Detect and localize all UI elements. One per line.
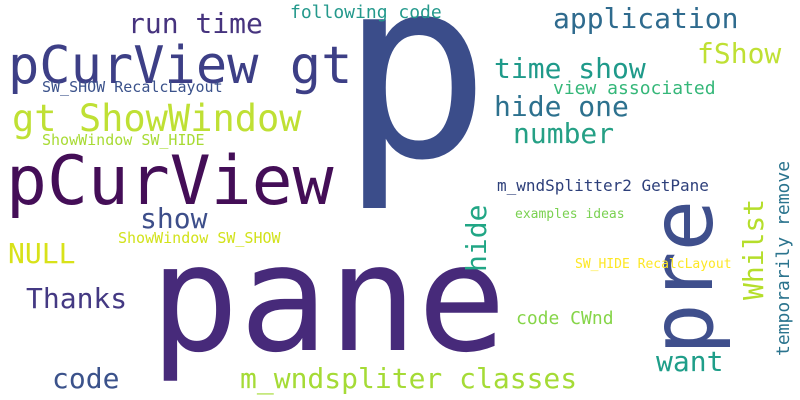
word-pane: pane (150, 213, 507, 385)
word-showwindow-sw-hide: ShowWindow SW_HIDE (42, 131, 205, 149)
word-null: NULL (8, 237, 76, 270)
word-want: want (656, 345, 724, 378)
word-thanks: Thanks (26, 282, 128, 315)
word-pre: pre (633, 199, 733, 355)
word-code: code (52, 362, 120, 395)
word-p: p (340, 0, 491, 215)
word-number: number (513, 117, 615, 150)
word-application: application (553, 2, 739, 35)
word-temporarily-remove: temporarily remove (773, 160, 794, 356)
word-gt-showwindow: gt ShowWindow (12, 97, 302, 140)
word-examples-ideas: examples ideas (515, 207, 625, 222)
word-showwindow-sw-show: ShowWindow SW_SHOW (118, 229, 281, 247)
word-whilst: Whilst (737, 198, 770, 300)
word-m-wndspliter-classes: m_wndspliter classes (240, 362, 578, 395)
word-pcurview-gt: pCurView gt (8, 36, 353, 96)
word-fshow: fShow (697, 37, 782, 70)
word-time-show: time show (494, 52, 646, 85)
word-sw-show-recalclayout: SW_SHOW RecalcLayout (42, 78, 223, 96)
word-hide: hide (460, 204, 493, 272)
word-run-time: run time (128, 7, 263, 40)
word-view-associated: view associated (553, 78, 716, 99)
word-hide-one: hide one (494, 90, 629, 123)
word-pcurview: pCurView (6, 142, 334, 221)
word-sw-hide-recalclayout: SW_HIDE RecalcLayout (575, 257, 732, 272)
word-show: show (140, 202, 208, 235)
word-m-wndsplitter2-getpane: m_wndSplitter2 GetPane (497, 176, 709, 195)
word-code-cwnd: code CWnd (516, 308, 614, 329)
word-following-code: following code (290, 2, 442, 23)
